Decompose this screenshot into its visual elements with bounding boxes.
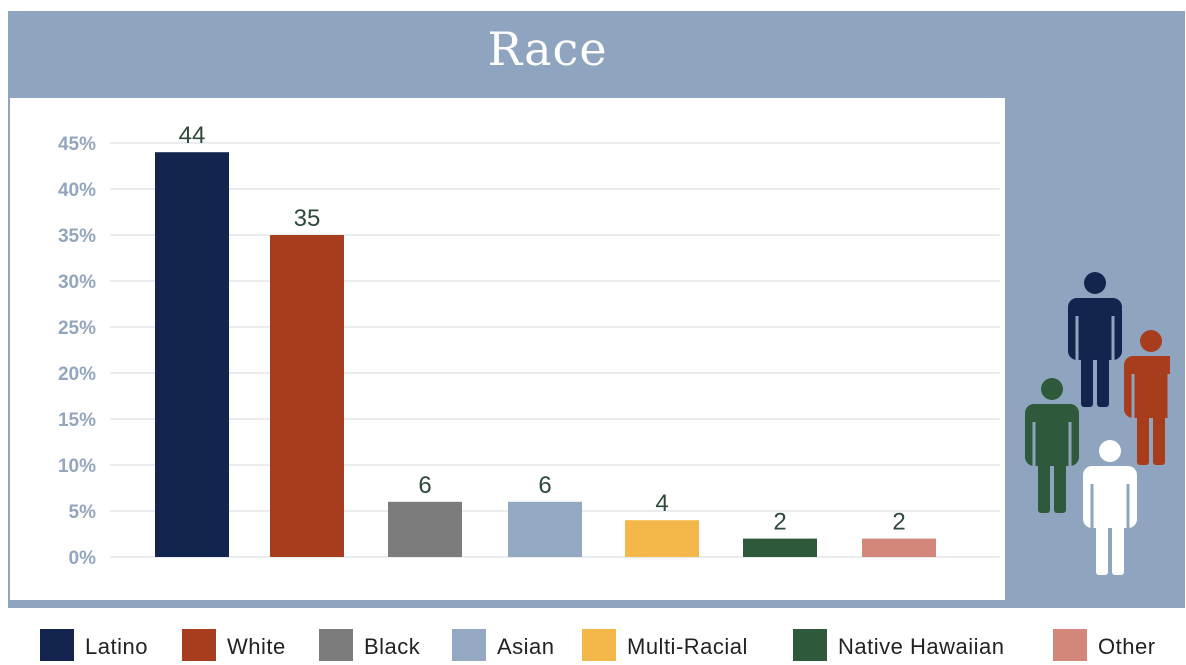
y-tick-label: 40%: [58, 180, 96, 201]
y-tick-label: 30%: [58, 272, 96, 293]
bar: [270, 235, 344, 557]
y-tick-label: 25%: [58, 318, 96, 339]
bar: [625, 520, 699, 557]
legend-label: Multi-Racial: [627, 634, 748, 659]
y-tick-label: 20%: [58, 364, 96, 385]
bar: [508, 501, 582, 557]
legend-swatch: [319, 629, 353, 661]
data-label: 35: [294, 205, 321, 232]
person-orange-icon: [1124, 330, 1170, 465]
bar: [862, 538, 936, 557]
y-tick-label: 0%: [69, 548, 97, 569]
data-label: 4: [655, 490, 668, 517]
legend-label: Black: [364, 634, 421, 659]
legend-swatch: [452, 629, 486, 661]
data-label: 2: [892, 509, 905, 536]
y-tick-label: 5%: [69, 502, 97, 523]
legend-swatch: [582, 629, 616, 661]
bar: [388, 501, 462, 557]
data-label: 6: [418, 472, 431, 499]
bar-chart: 0% 5% 10% 15% 20% 25% 30% 35% 40% 45% 44 35 6 6 4 2 2: [58, 122, 1000, 569]
legend: Latino White Black Asian Multi-Racial Native …: [0, 626, 1186, 664]
legend-swatch: [793, 629, 827, 661]
legend-swatch: [182, 629, 216, 661]
legend-label: Asian: [497, 634, 555, 659]
bar: [155, 152, 229, 557]
person-green-icon: [1025, 378, 1079, 513]
legend-swatch: [1053, 629, 1087, 661]
legend-label: Latino: [85, 634, 148, 659]
legend-label: White: [227, 634, 286, 659]
data-label: 44: [179, 122, 206, 149]
legend-label: Other: [1098, 634, 1156, 659]
people-illustration: [1025, 272, 1170, 575]
bar: [743, 538, 817, 557]
y-tick-label: 45%: [58, 134, 96, 155]
data-label: 2: [773, 509, 786, 536]
person-white-icon: [1083, 440, 1137, 575]
y-tick-label: 15%: [58, 410, 96, 431]
legend-swatch: [40, 629, 74, 661]
chart-title: Race: [487, 22, 608, 76]
legend-label: Native Hawaiian: [838, 634, 1005, 659]
data-label: 6: [538, 472, 551, 499]
y-tick-label: 35%: [58, 226, 96, 247]
y-tick-label: 10%: [58, 456, 96, 477]
person-navy-icon: [1068, 272, 1122, 407]
